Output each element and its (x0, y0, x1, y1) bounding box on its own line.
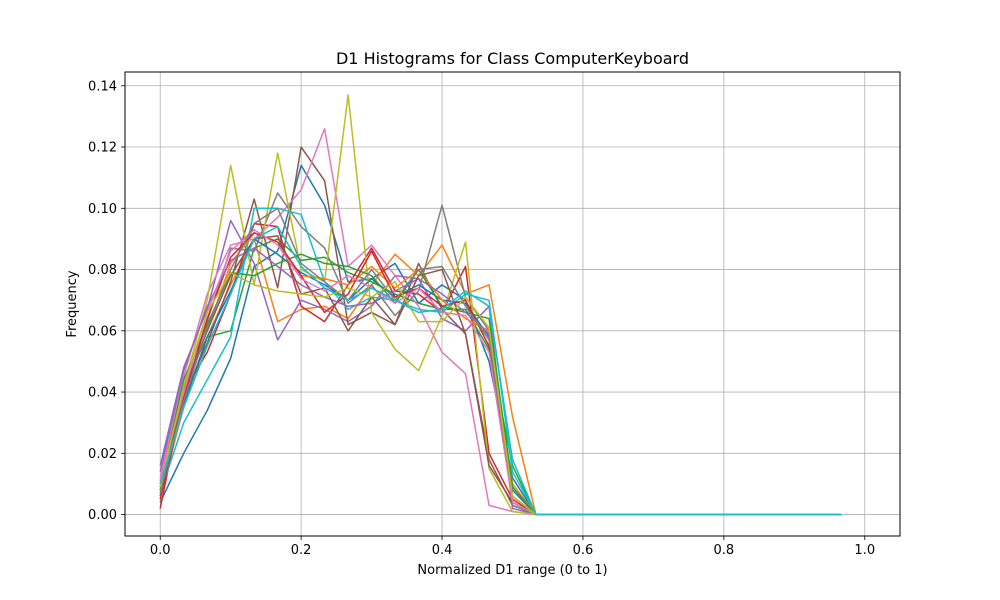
x-tick-label: 1.0 (854, 543, 875, 558)
chart-title: D1 Histograms for Class ComputerKeyboard (336, 49, 689, 68)
y-tick-label: 0.10 (88, 202, 117, 217)
x-tick-label: 0.2 (291, 543, 312, 558)
x-ticks: 0.0 0.2 0.4 0.6 0.8 1.0 (150, 536, 875, 558)
y-tick-label: 0.12 (88, 141, 117, 156)
y-axis-label: Frequency (65, 270, 80, 337)
y-ticks: 0.00 0.02 0.04 0.06 0.08 0.10 0.12 0.14 (88, 79, 125, 523)
y-tick-label: 0.02 (88, 447, 117, 462)
plot-frame (124, 71, 901, 537)
x-tick-label: 0.6 (573, 543, 594, 558)
x-axis-label: Normalized D1 range (0 to 1) (417, 563, 607, 578)
x-tick-label: 0.0 (150, 543, 171, 558)
y-tick-label: 0.06 (88, 324, 117, 339)
series-lines (159, 94, 842, 516)
y-tick-label: 0.08 (88, 263, 117, 278)
x-tick-label: 0.4 (432, 543, 453, 558)
x-tick-label: 0.8 (714, 543, 735, 558)
y-tick-label: 0.04 (88, 386, 117, 401)
series-line-20 (159, 225, 842, 516)
y-tick-label: 0.14 (88, 79, 117, 94)
y-tick-label: 0.00 (88, 508, 117, 523)
